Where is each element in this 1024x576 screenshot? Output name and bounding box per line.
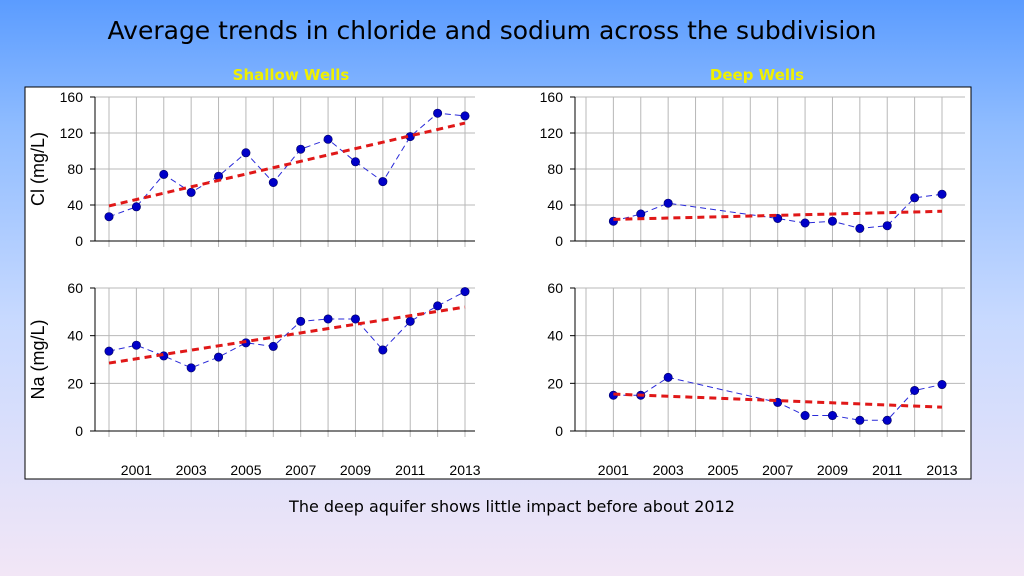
- y-axis-label: Cl (mg/L): [28, 132, 48, 206]
- data-point: [827, 216, 837, 226]
- slide-footer: The deep aquifer shows little impact bef…: [289, 497, 735, 516]
- trend-line: [108, 305, 466, 365]
- y-tick-label: 40: [547, 328, 563, 344]
- data-point: [323, 134, 333, 144]
- data-point: [214, 352, 224, 362]
- shallow-wells-title: Shallow Wells: [232, 66, 350, 84]
- observed-line: [613, 193, 943, 229]
- x-tick-label: 2013: [926, 462, 957, 478]
- deep-wells-title: Deep Wells: [709, 66, 805, 84]
- data-point: [405, 316, 415, 326]
- x-tick-label: 2013: [449, 462, 480, 478]
- data-point: [131, 340, 141, 350]
- data-point: [910, 193, 920, 203]
- observed-line: [613, 376, 943, 421]
- x-tick-label: 2005: [230, 462, 261, 478]
- x-tick-label: 2011: [872, 462, 902, 478]
- data-point: [268, 341, 278, 351]
- data-point: [460, 111, 470, 121]
- data-point: [323, 314, 333, 324]
- x-tick-label: 2001: [121, 462, 152, 478]
- y-tick-label: 0: [555, 233, 563, 249]
- data-point: [800, 218, 810, 228]
- data-point: [937, 189, 947, 199]
- data-point: [882, 415, 892, 425]
- y-tick-label: 60: [67, 280, 83, 296]
- y-tick-label: 120: [60, 125, 84, 141]
- deep-cl-plot: 0 40 80 120 160: [540, 89, 965, 249]
- y-axis-label: Na (mg/L): [28, 319, 48, 399]
- y-tick-label: 120: [540, 125, 564, 141]
- data-point: [800, 411, 810, 421]
- data-point: [378, 345, 388, 355]
- data-point: [104, 212, 114, 222]
- data-point: [937, 380, 947, 390]
- data-point: [378, 177, 388, 187]
- y-tick-label: 160: [540, 89, 564, 105]
- y-tick-label: 0: [555, 423, 563, 439]
- data-point: [460, 287, 470, 297]
- x-tick-label: 2007: [762, 462, 793, 478]
- data-point: [663, 372, 673, 382]
- y-tick-label: 0: [75, 423, 83, 439]
- y-tick-label: 40: [547, 197, 563, 213]
- data-point: [433, 301, 443, 311]
- data-point: [350, 314, 360, 324]
- x-tick-label: 2003: [653, 462, 684, 478]
- y-tick-label: 40: [67, 197, 83, 213]
- data-point: [433, 108, 443, 118]
- data-point: [636, 209, 646, 219]
- data-point: [882, 221, 892, 231]
- x-tick-label: 2011: [395, 462, 425, 478]
- data-point: [855, 223, 865, 233]
- slide-title: Average trends in chloride and sodium ac…: [107, 16, 877, 45]
- shallow-cl-plot: 0 40 80 120 160 Cl (mg/L): [28, 89, 475, 249]
- shallow-na-plot: 0 20 40 60 Na (mg/L) 2001 2003 2005 2007 2009 2011…: [28, 280, 481, 478]
- figure-background: [24, 86, 972, 480]
- data-point: [186, 187, 196, 197]
- x-tick-label: 2003: [176, 462, 207, 478]
- y-tick-label: 160: [60, 89, 84, 105]
- data-point: [663, 198, 673, 208]
- y-tick-label: 40: [67, 328, 83, 344]
- trend-line: [613, 392, 943, 409]
- trend-line: [613, 209, 943, 221]
- data-point: [159, 169, 169, 179]
- data-point: [241, 148, 251, 158]
- y-tick-label: 60: [547, 280, 563, 296]
- x-tick-label: 2009: [817, 462, 848, 478]
- x-tick-label: 2007: [285, 462, 316, 478]
- y-tick-label: 20: [67, 375, 83, 391]
- data-point: [827, 411, 837, 421]
- x-tick-label: 2001: [598, 462, 629, 478]
- data-point: [296, 144, 306, 154]
- data-point: [131, 202, 141, 212]
- data-point: [855, 415, 865, 425]
- data-point: [186, 363, 196, 373]
- y-tick-label: 80: [547, 161, 563, 177]
- data-point: [910, 385, 920, 395]
- y-tick-label: 0: [75, 233, 83, 249]
- y-tick-label: 80: [67, 161, 83, 177]
- deep-na-plot: 0 20 40 60 2001 2003 2005 2007 2009 2011 2013: [547, 280, 965, 478]
- x-tick-label: 2005: [707, 462, 738, 478]
- data-point: [350, 157, 360, 167]
- data-point: [268, 178, 278, 188]
- y-tick-label: 20: [547, 375, 563, 391]
- trend-line: [108, 121, 466, 208]
- x-tick-label: 2009: [340, 462, 371, 478]
- data-point: [104, 346, 114, 356]
- data-point: [296, 316, 306, 326]
